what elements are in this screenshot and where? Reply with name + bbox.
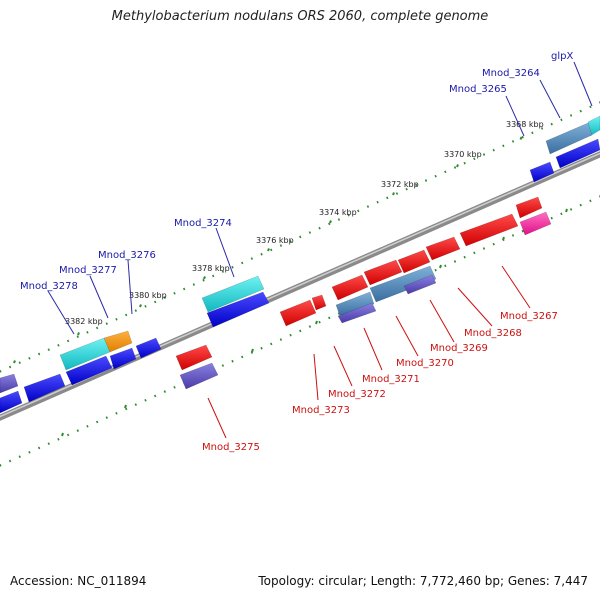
reverse-leader-lines bbox=[207, 265, 531, 439]
gene-forward-blue[interactable] bbox=[23, 373, 66, 403]
scale-labels: 3368 kbp 3370 kbp 3372 kbp 3374 kbp 3376… bbox=[65, 120, 544, 326]
gene-forward-blue[interactable] bbox=[0, 390, 23, 414]
gene-label-mnod-3278[interactable]: Mnod_3278 bbox=[20, 281, 78, 292]
gene-reverse-red[interactable] bbox=[311, 294, 327, 311]
gene-mnod-3275[interactable] bbox=[179, 362, 219, 390]
scale-label: 3380 kbp bbox=[129, 291, 167, 300]
gene-label-mnod-3270[interactable]: Mnod_3270 bbox=[396, 358, 454, 369]
gene-forward-blue[interactable] bbox=[135, 337, 162, 359]
lower-major-ticks bbox=[61, 208, 568, 437]
gene-forward-blue[interactable] bbox=[555, 138, 600, 169]
gene-mnod-3273[interactable] bbox=[279, 299, 317, 327]
gene-mnod-3264[interactable] bbox=[545, 122, 593, 155]
gene-mnod-3274[interactable] bbox=[201, 275, 265, 313]
gene-forward-blue[interactable] bbox=[206, 291, 270, 328]
scale-label: 3376 kbp bbox=[256, 236, 294, 245]
genome-backbone bbox=[0, 151, 600, 421]
reverse-gene-labels: Mnod_3267 Mnod_3268 Mnod_3269 Mnod_3270 … bbox=[202, 311, 558, 453]
gene-reverse-red[interactable] bbox=[175, 344, 213, 371]
upper-major-ticks bbox=[13, 136, 523, 364]
gene-reverse-red[interactable] bbox=[363, 259, 403, 286]
gene-mnod-3272[interactable] bbox=[335, 291, 375, 317]
gene-label-mnod-3276[interactable]: Mnod_3276 bbox=[98, 250, 156, 261]
gene-label-mnod-3269[interactable]: Mnod_3269 bbox=[430, 343, 488, 354]
gene-label-mnod-3267[interactable]: Mnod_3267 bbox=[500, 311, 558, 322]
scale-label: 3382 kbp bbox=[65, 317, 103, 326]
gene-label-mnod-3274[interactable]: Mnod_3274 bbox=[174, 218, 232, 229]
gene-label-mnod-3271[interactable]: Mnod_3271 bbox=[362, 374, 420, 385]
reverse-genes bbox=[175, 196, 552, 390]
forward-gene-labels: glpX Mnod_3264 Mnod_3265 Mnod_3274 Mnod_… bbox=[20, 51, 573, 292]
gene-reverse-red[interactable] bbox=[397, 249, 431, 274]
gene-mnod-3267[interactable] bbox=[519, 211, 552, 236]
gene-label-mnod-3275[interactable]: Mnod_3275 bbox=[202, 442, 260, 453]
gene-mnod-3270[interactable] bbox=[369, 265, 437, 303]
upper-tick-track bbox=[0, 101, 600, 373]
scale-label: 3374 kbp bbox=[319, 208, 357, 217]
gene-label-mnod-3268[interactable]: Mnod_3268 bbox=[464, 328, 522, 339]
gene-label-mnod-3273[interactable]: Mnod_3273 bbox=[292, 405, 350, 416]
gene-label-mnod-3264[interactable]: Mnod_3264 bbox=[482, 68, 540, 79]
gene-forward-blue[interactable] bbox=[109, 347, 137, 370]
gene-label-glpx[interactable]: glpX bbox=[551, 51, 573, 62]
gene-mnod-3269[interactable] bbox=[425, 236, 461, 261]
scale-label: 3372 kbp bbox=[381, 180, 419, 189]
gene-mnod-3271[interactable] bbox=[403, 274, 437, 295]
accession-text: Accession: NC_011894 bbox=[10, 574, 147, 588]
gene-label-mnod-3265[interactable]: Mnod_3265 bbox=[449, 84, 507, 95]
gene-label-mnod-3277[interactable]: Mnod_3277 bbox=[59, 265, 117, 276]
gene-forward-blue[interactable] bbox=[529, 161, 555, 183]
scale-label: 3368 kbp bbox=[506, 120, 544, 129]
map-title: Methylobacterium nodulans ORS 2060, comp… bbox=[111, 9, 489, 24]
gene-reverse-purple[interactable] bbox=[337, 302, 377, 324]
forward-leader-lines bbox=[47, 61, 593, 335]
gene-forward-purple[interactable] bbox=[0, 373, 19, 394]
scale-label: 3370 kbp bbox=[444, 150, 482, 159]
gene-reverse-red[interactable] bbox=[331, 274, 369, 301]
scale-label: 3378 kbp bbox=[192, 264, 230, 273]
gene-reverse-red[interactable] bbox=[515, 196, 543, 219]
genome-summary: Topology: circular; Length: 7,772,460 bp… bbox=[258, 574, 588, 588]
gene-mnod-3276[interactable] bbox=[103, 330, 133, 353]
gene-label-mnod-3272[interactable]: Mnod_3272 bbox=[328, 389, 386, 400]
gene-mnod-3268[interactable] bbox=[459, 213, 519, 247]
gene-mnod-3278[interactable] bbox=[65, 355, 113, 386]
lower-tick-track bbox=[0, 195, 600, 467]
forward-genes bbox=[0, 115, 600, 414]
